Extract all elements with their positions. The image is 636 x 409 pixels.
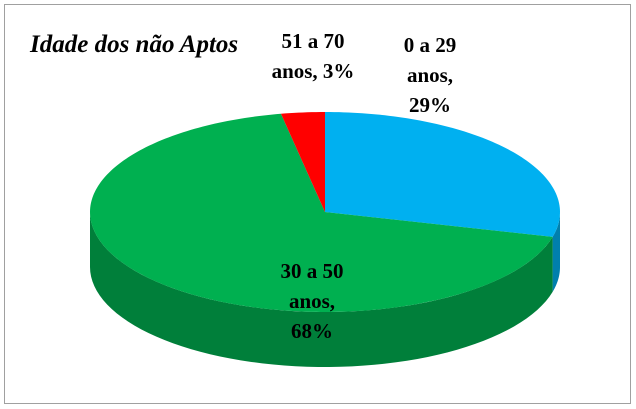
slice xyxy=(325,112,560,237)
slice-side xyxy=(552,212,560,292)
data-label: anos, xyxy=(407,63,453,87)
data-label: 0 a 29 xyxy=(404,33,457,57)
data-label: 51 a 70 xyxy=(282,29,345,53)
data-label: 30 a 50 xyxy=(281,259,344,283)
slice xyxy=(280,112,325,212)
chart-title: Idade dos não Aptos xyxy=(29,31,238,58)
data-label: 29% xyxy=(409,93,451,117)
data-labels: 0 a 29 anos, 29% 30 a 50 anos, 68% 51 a 70 anos… xyxy=(272,29,457,343)
slice xyxy=(90,113,553,312)
data-label: anos, xyxy=(289,289,335,313)
pie xyxy=(90,112,560,367)
data-label: anos, 3% xyxy=(272,59,355,83)
slice-side xyxy=(90,212,553,367)
data-label: 68% xyxy=(291,319,333,343)
